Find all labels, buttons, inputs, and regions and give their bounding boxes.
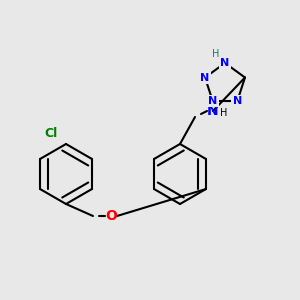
Text: N: N: [233, 96, 242, 106]
Text: N: N: [220, 58, 230, 68]
Text: N: N: [207, 104, 219, 118]
Text: H: H: [212, 49, 220, 59]
Text: Cl: Cl: [44, 127, 58, 140]
Text: O: O: [105, 209, 117, 223]
Text: H: H: [220, 107, 227, 118]
Text: N: N: [208, 96, 217, 106]
Text: N: N: [200, 73, 210, 82]
